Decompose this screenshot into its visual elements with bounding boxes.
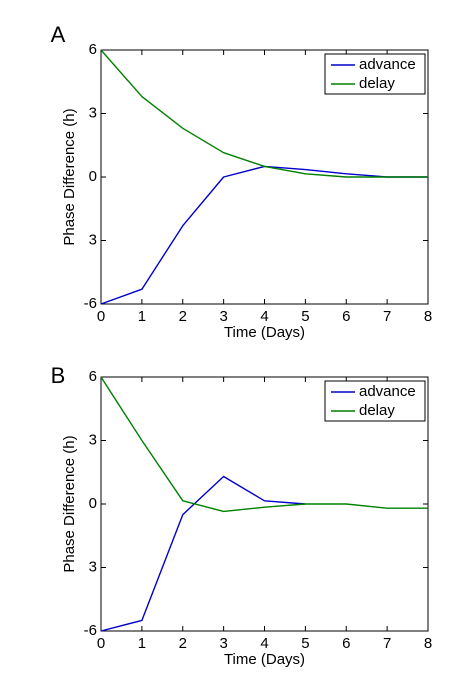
y-tick-label: -6 [84,295,97,312]
x-tick-label: 0 [97,308,105,325]
x-tick-label: 5 [301,308,309,325]
legend-box [324,53,426,95]
x-tick-label: 3 [219,635,227,652]
series-line-delay [100,376,428,513]
y-axis-label: Phase Difference (h) [61,108,78,245]
x-tick-label: 8 [424,635,432,652]
x-tick-label: 3 [219,308,227,325]
x-tick-label: 8 [424,308,432,325]
panel-label: A [51,22,66,47]
series-line-advance [100,165,428,305]
y-tick-label: 6 [89,41,97,58]
x-tick-label: 4 [260,308,268,325]
legend-label-advance: advance [359,383,416,400]
x-tick-label: 6 [342,308,350,325]
x-tick-label: 6 [342,635,350,652]
x-tick-label: 0 [97,635,105,652]
legend: advance delay [324,53,426,95]
x-tick-label: 5 [301,635,309,652]
x-tick-label: 4 [260,635,268,652]
x-axis-label: Time (Days) [224,324,305,341]
y-tick-label: -6 [84,622,97,639]
x-tick-label: 7 [383,308,391,325]
panel-label: B [51,363,66,388]
x-tick-label: 1 [138,308,146,325]
series-line-delay [100,49,428,178]
x-axis-label: Time (Days) [224,651,305,668]
x-tick-label: 1 [138,635,146,652]
legend-label-advance: advance [359,56,416,73]
legend-label-delay: delay [359,402,395,419]
y-tick-label: 3 [89,431,97,448]
y-tick-label: 3 [89,104,97,121]
legend-label-delay: delay [359,75,395,92]
y-tick-label: 0 [89,168,97,185]
series-line-advance [100,475,306,632]
chart-panel-a: A 0 1 2 3 4 5 6 7 8 6 3 0 3 -6 Time (Days) Phase Differe… [51,22,433,341]
y-tick-label: 3 [89,558,97,575]
x-tick-label: 2 [179,635,187,652]
x-tick-label: 7 [383,635,391,652]
x-tick-label: 2 [179,308,187,325]
y-tick-label: 3 [89,231,97,248]
legend-box [324,380,426,422]
chart-panel-b: B 0 1 2 3 4 5 6 7 8 6 3 0 3 -6 Time (Days) Phase Differe… [51,363,433,668]
y-tick-label: 6 [89,368,97,385]
y-axis-label: Phase Difference (h) [61,435,78,572]
y-tick-label: 0 [89,495,97,512]
legend: advance delay [324,380,426,422]
